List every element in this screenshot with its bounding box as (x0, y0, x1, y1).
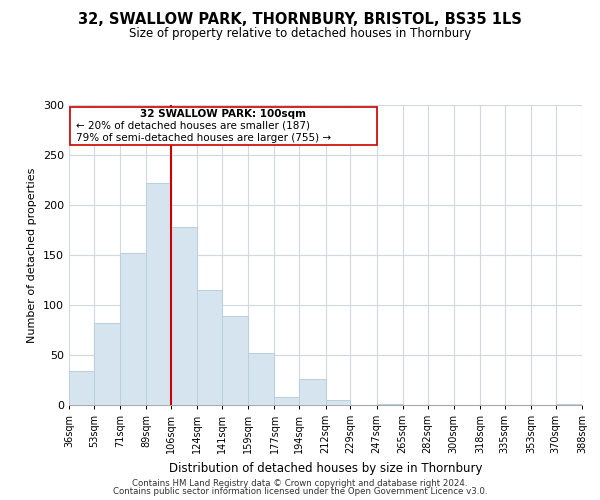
Bar (120, 253, 146, 405)
Text: Size of property relative to detached houses in Thornbury: Size of property relative to detached ho… (129, 28, 471, 40)
Bar (94, 323, 120, 405)
Bar (69, 371, 94, 405)
Bar (299, 379, 326, 405)
Bar (222, 316, 248, 405)
Text: 32, SWALLOW PARK, THORNBURY, BRISTOL, BS35 1LS: 32, SWALLOW PARK, THORNBURY, BRISTOL, BS… (78, 12, 522, 28)
Bar (377, 404, 403, 405)
Bar (325, 400, 350, 405)
Bar (556, 404, 582, 405)
Bar (248, 353, 274, 405)
Bar (197, 290, 222, 405)
Text: Contains HM Land Registry data © Crown copyright and database right 2024.: Contains HM Land Registry data © Crown c… (132, 478, 468, 488)
Text: Contains public sector information licensed under the Open Government Licence v3: Contains public sector information licen… (113, 488, 487, 496)
X-axis label: Distribution of detached houses by size in Thornbury: Distribution of detached houses by size … (169, 462, 482, 474)
Text: 32 SWALLOW PARK: 100sqm: 32 SWALLOW PARK: 100sqm (140, 109, 307, 119)
Text: 79% of semi-detached houses are larger (755) →: 79% of semi-detached houses are larger (… (76, 133, 331, 143)
FancyBboxPatch shape (70, 107, 377, 145)
Text: ← 20% of detached houses are smaller (187): ← 20% of detached houses are smaller (18… (76, 121, 310, 131)
Bar (274, 397, 299, 405)
Y-axis label: Number of detached properties: Number of detached properties (28, 168, 37, 342)
Bar (146, 183, 171, 405)
Bar (171, 227, 197, 405)
